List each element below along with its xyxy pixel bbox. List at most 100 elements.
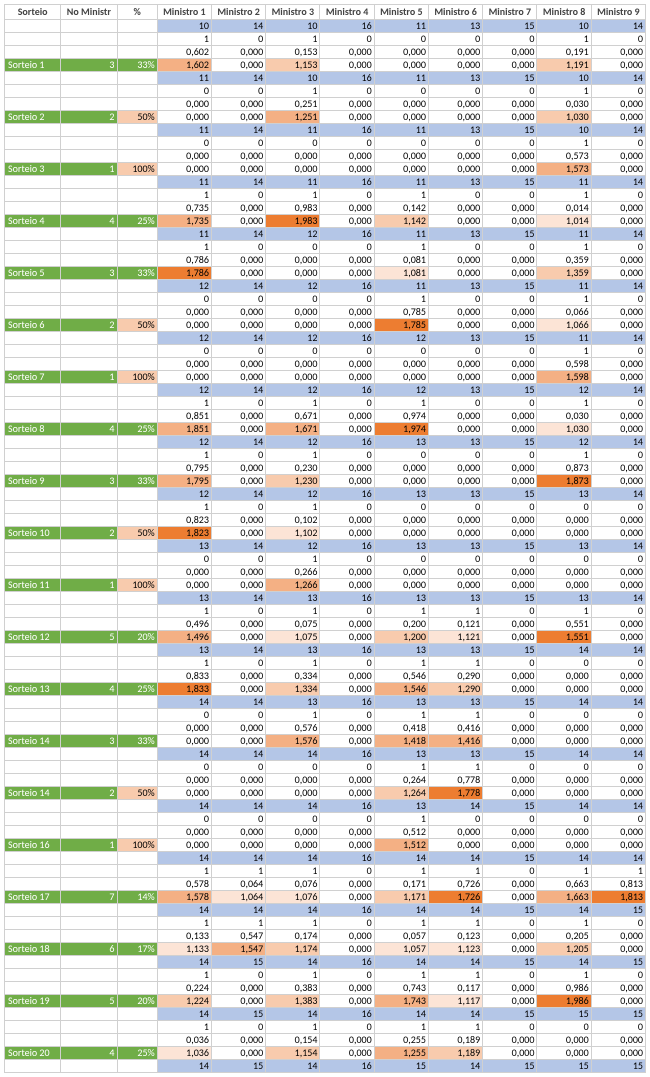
pct-cell [117,462,157,475]
value-cell: 0,230 [266,462,320,475]
value-cell: 0,000 [266,839,320,852]
value-cell: 0,000 [320,774,374,787]
value-cell: 1,123 [428,943,482,956]
no-ministr-cell [61,904,117,917]
value-cell: 14 [537,956,591,969]
value-cell: 14 [591,540,645,553]
table-row: 141414161314151414 [5,800,646,813]
value-cell: 0 [320,137,374,150]
value-cell: 0,000 [320,254,374,267]
value-cell: 1 [266,189,320,202]
value-cell: 1 [537,33,591,46]
value-cell: 1 [157,917,211,930]
value-cell: 0,000 [266,358,320,371]
value-cell: 0,000 [374,475,428,488]
no-ministr-cell: 6 [61,943,117,956]
value-cell: 0,000 [483,930,537,943]
value-cell: 0,000 [483,774,537,787]
value-cell: 0 [591,345,645,358]
value-cell: 14 [211,332,265,345]
pct-cell [117,410,157,423]
value-cell: 15 [374,1060,428,1073]
value-cell: 0,000 [320,878,374,891]
table-row: 111411161113151014 [5,124,646,137]
sorteio-cell [5,878,61,891]
value-cell: 1 [428,761,482,774]
value-cell: 0,000 [211,319,265,332]
pct-cell [117,709,157,722]
value-cell: 0,000 [483,59,537,72]
value-cell: 0,000 [591,527,645,540]
value-cell: 11 [374,280,428,293]
value-cell: 0,000 [483,982,537,995]
value-cell: 0 [266,813,320,826]
value-cell: 0 [591,657,645,670]
value-cell: 1,547 [211,943,265,956]
pct-cell: 20% [117,631,157,644]
value-cell: 0 [483,241,537,254]
value-cell: 0 [428,397,482,410]
no-ministr-cell [61,930,117,943]
pct-cell [117,98,157,111]
no-ministr-cell [61,956,117,969]
value-cell: 0 [374,345,428,358]
sorteio-cell [5,774,61,787]
value-cell: 1,133 [157,943,211,956]
value-cell: 0,547 [211,930,265,943]
table-row: 101011010 [5,605,646,618]
no-ministr-cell: 3 [61,475,117,488]
value-cell: 1 [374,969,428,982]
value-cell: 0,000 [591,1034,645,1047]
value-cell: 11 [374,228,428,241]
value-cell: 0,081 [374,254,428,267]
value-cell: 0,000 [591,267,645,280]
value-cell: 1 [266,85,320,98]
value-cell: 0 [211,137,265,150]
value-cell: 0,000 [483,358,537,371]
value-cell: 1 [157,241,211,254]
sorteio-cell [5,462,61,475]
value-cell: 1,230 [266,475,320,488]
no-ministr-cell [61,150,117,163]
value-cell: 0,813 [591,878,645,891]
value-cell: 1 [266,1021,320,1034]
pct-cell: 33% [117,735,157,748]
sorteio-cell [5,228,61,241]
value-cell: 0,000 [320,735,374,748]
sorteio-cell [5,865,61,878]
value-cell: 1,576 [266,735,320,748]
value-cell: 1 [537,293,591,306]
value-cell: 11 [157,176,211,189]
value-cell: 0,191 [537,46,591,59]
pct-cell [117,592,157,605]
value-cell: 0 [211,293,265,306]
value-cell: 15 [211,1008,265,1021]
no-ministr-cell [61,644,117,657]
value-cell: 1 [428,917,482,930]
value-cell: 16 [320,800,374,813]
value-cell: 0,000 [374,514,428,527]
pct-cell [117,46,157,59]
value-cell: 1,359 [537,267,591,280]
value-cell: 16 [320,1060,374,1073]
value-cell: 14 [211,540,265,553]
sorteio-cell [5,436,61,449]
value-cell: 14 [591,124,645,137]
value-cell: 14 [591,228,645,241]
value-cell: 0,000 [211,683,265,696]
pct-cell: 100% [117,163,157,176]
value-cell: 0,000 [428,202,482,215]
no-ministr-cell [61,20,117,33]
value-cell: 0,000 [483,267,537,280]
value-cell: 0,000 [211,423,265,436]
value-cell: 0,000 [537,683,591,696]
value-cell: 1,057 [374,943,428,956]
value-cell: 0,000 [483,722,537,735]
value-cell: 16 [320,124,374,137]
value-cell: 0,000 [211,202,265,215]
value-cell: 16 [320,332,374,345]
pct-cell: 33% [117,475,157,488]
value-cell: 0,000 [428,306,482,319]
value-cell: 1 [537,917,591,930]
sorteio-cell: Sorteio 9 [5,475,61,488]
